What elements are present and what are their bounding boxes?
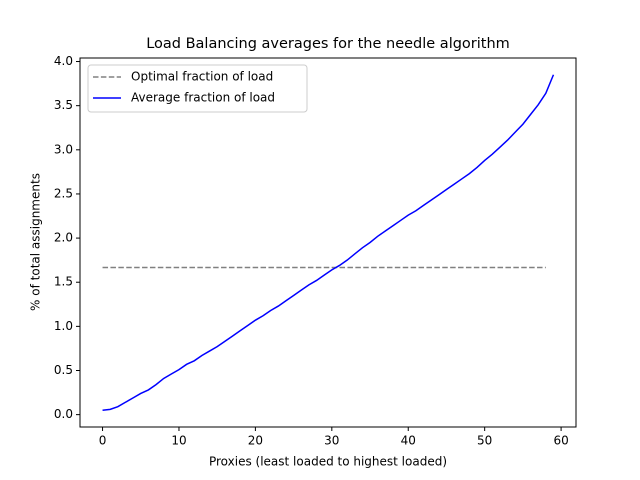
y-tick-label: 2.0 [54, 231, 73, 245]
legend-box [87, 64, 308, 113]
y-tick-label: 3.0 [54, 142, 73, 156]
y-axis-label: % of total assignments [29, 173, 43, 311]
y-tick-label: 1.0 [54, 319, 73, 333]
x-tick-label: 0 [99, 434, 107, 448]
x-tick-label: 20 [248, 434, 263, 448]
chart-title: Load Balancing averages for the needle a… [146, 36, 510, 52]
y-tick-label: 2.5 [54, 186, 73, 200]
x-tick-label: 60 [553, 434, 568, 448]
x-tick-label: 50 [477, 434, 492, 448]
y-tick-label: 0.5 [54, 363, 73, 377]
legend-label: Optimal fraction of load [131, 70, 273, 84]
x-tick-label: 10 [171, 434, 186, 448]
y-tick-label: 0.0 [54, 407, 73, 421]
y-tick-label: 1.5 [54, 275, 73, 289]
series-line [102, 74, 555, 411]
legend-label: Average fraction of load [131, 91, 275, 105]
x-tick-label: 40 [401, 434, 416, 448]
y-tick-label: 3.5 [54, 98, 73, 112]
plot-frame [79, 57, 577, 428]
y-tick-label: 4.0 [54, 54, 73, 68]
x-axis-label: Proxies (least loaded to highest loaded) [209, 455, 447, 469]
x-tick-label: 30 [324, 434, 339, 448]
